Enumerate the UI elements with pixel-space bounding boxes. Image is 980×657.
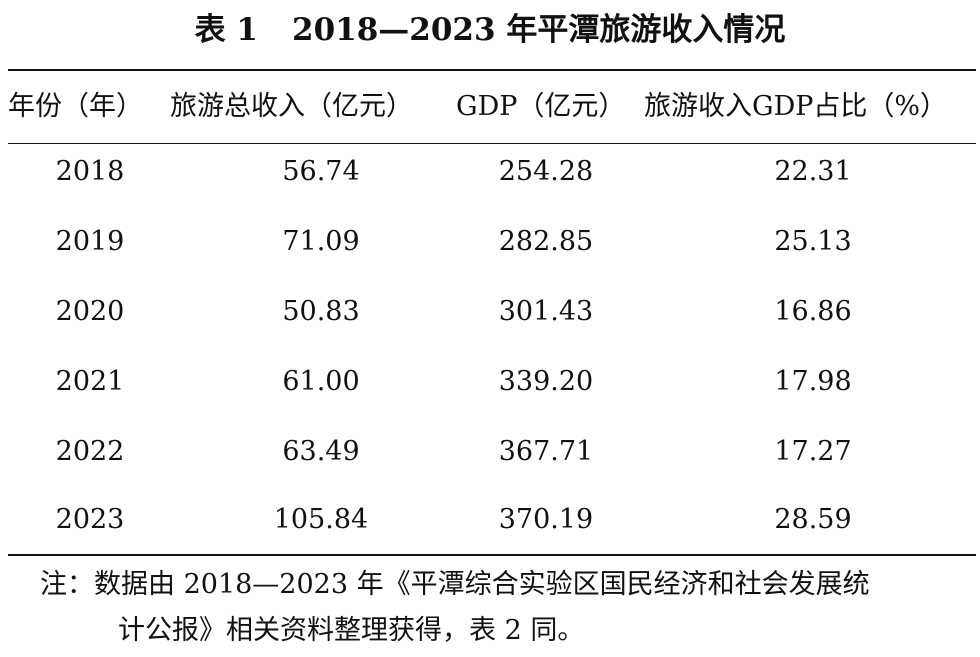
- cell-tourism-revenue: 63.49: [282, 436, 360, 467]
- cell-year: 2019: [55, 226, 125, 257]
- cell-tourism-share: 22.31: [774, 156, 852, 187]
- cell-tourism-share: 28.59: [774, 504, 852, 535]
- table-row: 2019 71.09 282.85 25.13: [8, 214, 976, 284]
- cell-gdp: 339.20: [498, 366, 594, 397]
- cell-tourism-revenue: 56.74: [282, 156, 360, 187]
- cell-gdp: 370.19: [498, 504, 594, 535]
- cell-gdp: 367.71: [498, 436, 594, 467]
- cell-tourism-revenue: 50.83: [282, 296, 360, 327]
- table-number: 表 1: [194, 12, 258, 48]
- cell-year: 2022: [55, 436, 125, 467]
- header-gdp: GDP（亿元）: [456, 91, 626, 122]
- table-row: 2018 56.74 254.28 22.31: [8, 144, 976, 214]
- cell-gdp: 254.28: [498, 156, 594, 187]
- table-header-row: 年份（年） 旅游总收入（亿元） GDP（亿元） 旅游收入GDP占比（%）: [8, 76, 976, 138]
- header-tourism-share: 旅游收入GDP占比（%）: [644, 91, 948, 122]
- note-line-1: 数据由 2018—2023 年《平潭综合实验区国民经济和社会发展统: [94, 569, 870, 600]
- table-row: 2023 105.84 370.19 28.59: [8, 492, 976, 562]
- cell-tourism-revenue: 105.84: [273, 504, 369, 535]
- cell-gdp: 282.85: [498, 226, 594, 257]
- table-body: 2018 56.74 254.28 22.31 2019 71.09 282.8…: [8, 144, 976, 554]
- table-header-rule: [8, 143, 976, 144]
- cell-tourism-share: 16.86: [774, 296, 852, 327]
- header-year: 年份（年）: [8, 91, 143, 122]
- cell-year: 2018: [55, 156, 125, 187]
- cell-year: 2020: [55, 296, 125, 327]
- note-label: 注：: [40, 569, 94, 600]
- table-top-rule: [8, 69, 976, 71]
- cell-gdp: 301.43: [498, 296, 594, 327]
- cell-tourism-revenue: 61.00: [282, 366, 360, 397]
- cell-year: 2021: [55, 366, 125, 397]
- cell-tourism-revenue: 71.09: [282, 226, 360, 257]
- table-row: 2020 50.83 301.43 16.86: [8, 284, 976, 354]
- table-row: 2022 63.49 367.71 17.27: [8, 424, 976, 494]
- table-row: 2021 61.00 339.20 17.98: [8, 354, 976, 424]
- cell-year: 2023: [55, 504, 125, 535]
- cell-tourism-share: 17.98: [774, 366, 852, 397]
- cell-tourism-share: 25.13: [774, 226, 852, 257]
- table-note: 注：数据由 2018—2023 年《平潭综合实验区国民经济和社会发展统 计公报》…: [40, 562, 970, 654]
- table-title: 表 1 2018—2023 年平潭旅游收入情况: [0, 8, 980, 52]
- table-bottom-rule: [8, 554, 976, 556]
- note-line-2: 计公报》相关资料整理获得，表 2 同。: [118, 615, 585, 646]
- cell-tourism-share: 17.27: [774, 436, 852, 467]
- table-caption: 2018—2023 年平潭旅游收入情况: [292, 12, 786, 48]
- header-tourism-revenue: 旅游总收入（亿元）: [170, 91, 413, 122]
